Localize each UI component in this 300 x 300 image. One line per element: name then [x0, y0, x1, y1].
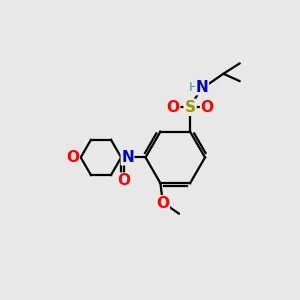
Text: O: O	[118, 173, 130, 188]
Text: H: H	[189, 81, 198, 94]
Text: O: O	[201, 100, 214, 115]
Text: O: O	[66, 150, 79, 165]
Text: O: O	[167, 100, 180, 115]
Text: N: N	[121, 150, 134, 165]
Text: N: N	[196, 80, 208, 94]
Text: S: S	[184, 100, 196, 115]
Text: O: O	[156, 196, 169, 211]
